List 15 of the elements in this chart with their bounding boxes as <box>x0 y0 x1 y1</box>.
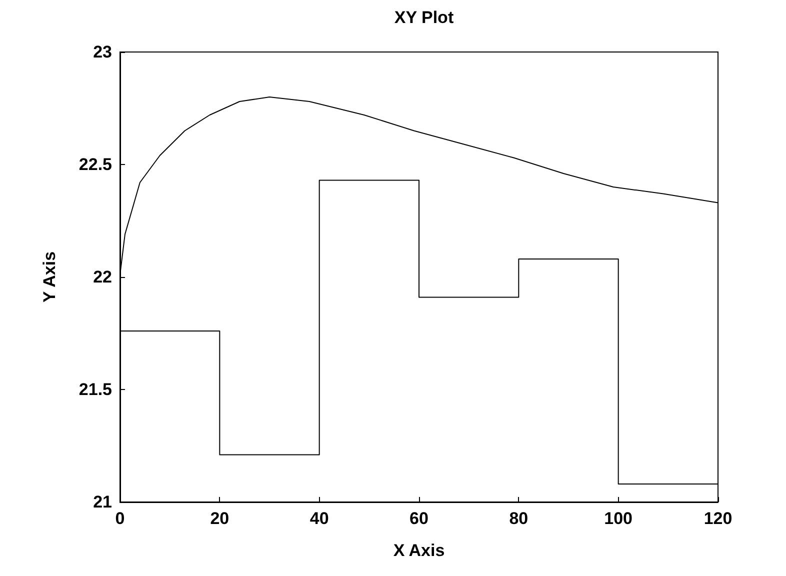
x-tick-label: 40 <box>310 509 329 528</box>
y-axis-title: Y Axis <box>40 251 59 303</box>
y-tick-label: 22.5 <box>78 155 112 174</box>
y-tick-label: 21.5 <box>78 380 112 399</box>
x-tick-label: 0 <box>115 509 125 528</box>
x-tick-label: 100 <box>604 509 633 528</box>
x-tick-label: 20 <box>210 509 230 528</box>
y-tick-label: 22 <box>93 268 112 286</box>
x-tick-label: 120 <box>704 509 732 528</box>
chart-title: XY Plot <box>394 8 454 27</box>
y-tick-label: 23 <box>93 42 112 62</box>
y-tick-label: 21 <box>93 492 112 512</box>
x-axis-title: X Axis <box>393 541 445 560</box>
x-tick-label: 80 <box>509 509 528 528</box>
x-tick-label: 60 <box>410 509 428 528</box>
